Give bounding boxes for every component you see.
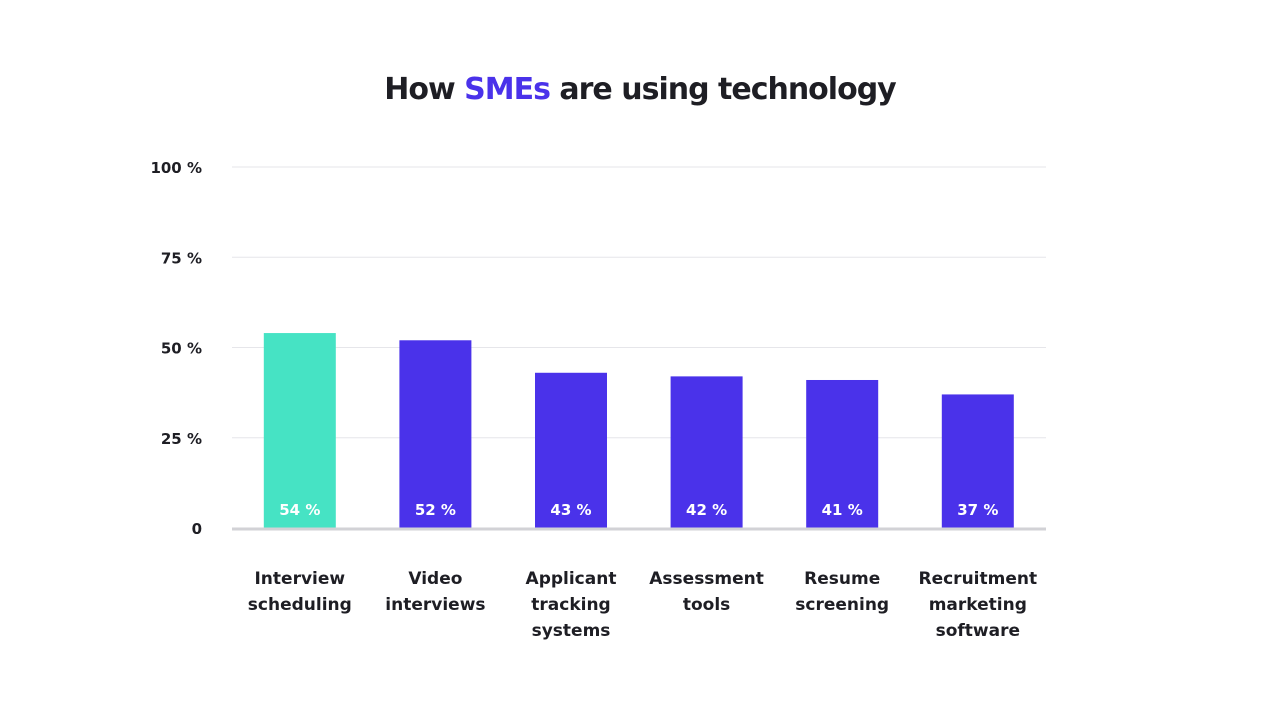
x-tick-label-line: software	[936, 621, 1020, 641]
x-tick-label-line: Applicant	[526, 569, 617, 589]
y-tick-label: 75 %	[161, 249, 202, 267]
data-label: 42 %	[686, 501, 727, 519]
x-tick-label-line: marketing	[929, 595, 1027, 615]
x-tick-label-line: scheduling	[248, 595, 352, 615]
x-tick-label-line: Assessment	[649, 569, 764, 589]
data-label: 52 %	[415, 501, 456, 519]
bar	[670, 376, 743, 528]
x-tick-label-line: interviews	[385, 595, 485, 615]
data-label: 43 %	[550, 501, 591, 519]
data-label: 41 %	[822, 501, 863, 519]
chart-title: How SMEs are using technology	[0, 72, 1280, 107]
y-tick-label: 0	[192, 520, 202, 538]
x-tick-label: Assessment tools	[649, 569, 764, 615]
x-tick-label-line: tools	[683, 595, 730, 615]
bar	[399, 340, 472, 528]
x-tick-label: Video interviews	[385, 569, 485, 615]
x-tick-label: Resume screening	[795, 569, 889, 615]
chart-title-after: are using technology	[549, 72, 896, 107]
x-tick-label: Applicant tracking systems	[526, 569, 617, 641]
data-label: 37 %	[957, 501, 998, 519]
y-tick-label: 25 %	[161, 430, 202, 448]
x-tick-label-line: Recruitment	[918, 569, 1037, 589]
x-tick-label-line: Video	[408, 569, 462, 589]
x-tick-label: Interview scheduling	[248, 569, 352, 615]
y-tick-label: 100 %	[150, 159, 202, 177]
bar	[941, 394, 1014, 528]
y-tick-label: 50 %	[161, 340, 202, 358]
bar	[535, 372, 607, 528]
x-tick-label-line: Resume	[804, 569, 880, 589]
x-tick-label-line: screening	[795, 595, 889, 615]
data-label: 54 %	[279, 501, 320, 519]
chart-title-highlight: SMEs	[464, 72, 551, 107]
chart-title-before: How	[384, 72, 465, 107]
x-tick-label: Recruitment marketing software	[918, 569, 1037, 641]
x-tick-label-line: systems	[532, 621, 611, 641]
bar	[263, 333, 336, 528]
bar	[806, 379, 879, 528]
x-tick-label-line: tracking	[531, 595, 610, 615]
x-tick-label-line: Interview	[254, 569, 345, 589]
